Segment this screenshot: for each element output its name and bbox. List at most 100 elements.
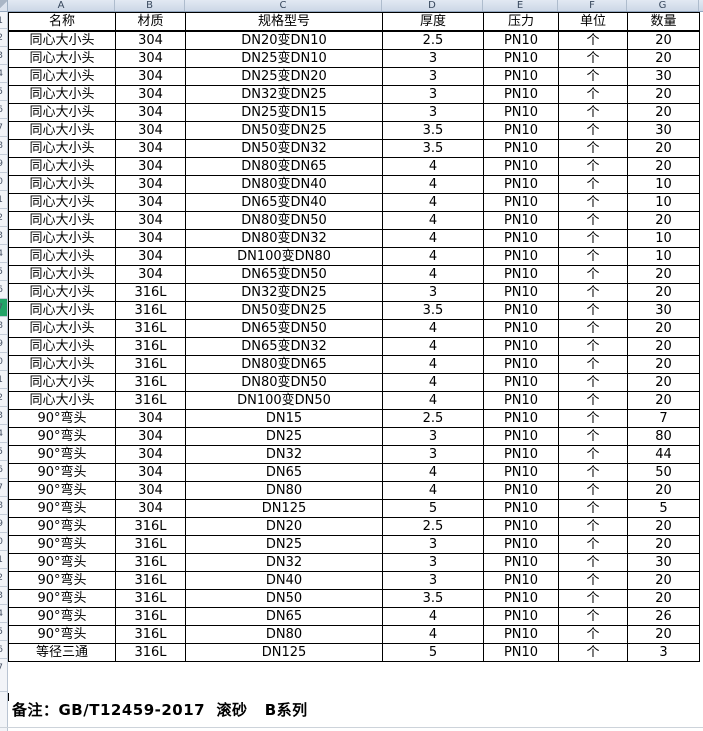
cell-D34[interactable]: 4 [382, 607, 484, 626]
cell-G3[interactable]: 20 [627, 49, 700, 68]
row-header-10[interactable]: 10 [0, 173, 7, 191]
cell-B18[interactable]: 316L [115, 319, 186, 338]
cell-C18[interactable]: DN65变DN50 [185, 319, 383, 338]
column-header-B[interactable]: B [115, 0, 185, 11]
cell-E19[interactable]: PN10 [483, 337, 559, 356]
cell-G19[interactable]: 20 [627, 337, 700, 356]
cell-G35[interactable]: 20 [627, 625, 700, 644]
cell-F17[interactable]: 个 [558, 301, 628, 320]
cell-G27[interactable]: 20 [627, 481, 700, 500]
cell-F4[interactable]: 个 [558, 67, 628, 86]
cell-E27[interactable]: PN10 [483, 481, 559, 500]
cell-B22[interactable]: 316L [115, 391, 186, 410]
cell-B28[interactable]: 304 [115, 499, 186, 518]
cell-C35[interactable]: DN80 [185, 625, 383, 644]
row-header-16[interactable]: 16 [0, 281, 7, 299]
cell-E25[interactable]: PN10 [483, 445, 559, 464]
cell-E4[interactable]: PN10 [483, 67, 559, 86]
cell-A14[interactable]: 同心大小头 [8, 247, 116, 266]
row-header-29[interactable]: 29 [0, 515, 7, 533]
cell-B20[interactable]: 316L [115, 355, 186, 374]
row-header-13[interactable]: 13 [0, 227, 7, 245]
cell-F31[interactable]: 个 [558, 553, 628, 572]
cell-G9[interactable]: 20 [627, 157, 700, 176]
cell-F13[interactable]: 个 [558, 229, 628, 248]
cell-A11[interactable]: 同心大小头 [8, 193, 116, 212]
cell-A4[interactable]: 同心大小头 [8, 67, 116, 86]
cell-E9[interactable]: PN10 [483, 157, 559, 176]
cell-B34[interactable]: 316L [115, 607, 186, 626]
cell-D3[interactable]: 3 [382, 49, 484, 68]
cell-B12[interactable]: 304 [115, 211, 186, 230]
cell-C12[interactable]: DN80变DN50 [185, 211, 383, 230]
cell-B13[interactable]: 304 [115, 229, 186, 248]
cell-A35[interactable]: 90°弯头 [8, 625, 116, 644]
cell-A36[interactable]: 等径三通 [8, 643, 116, 662]
row-header-33[interactable]: 33 [0, 587, 7, 605]
cell-B32[interactable]: 316L [115, 571, 186, 590]
cell-D24[interactable]: 3 [382, 427, 484, 446]
cell-C31[interactable]: DN32 [185, 553, 383, 572]
cell-D33[interactable]: 3.5 [382, 589, 484, 608]
cell-F29[interactable]: 个 [558, 517, 628, 536]
cell-F22[interactable]: 个 [558, 391, 628, 410]
row-header-26[interactable]: 26 [0, 461, 7, 479]
cell-B21[interactable]: 316L [115, 373, 186, 392]
cell-F28[interactable]: 个 [558, 499, 628, 518]
row-header-23[interactable]: 23 [0, 407, 7, 425]
cell-A31[interactable]: 90°弯头 [8, 553, 116, 572]
cell-B17[interactable]: 316L [115, 301, 186, 320]
cell-D18[interactable]: 4 [382, 319, 484, 338]
cell-G13[interactable]: 10 [627, 229, 700, 248]
cell-A29[interactable]: 90°弯头 [8, 517, 116, 536]
cell-A19[interactable]: 同心大小头 [8, 337, 116, 356]
cell-E36[interactable]: PN10 [483, 643, 559, 662]
cell-E31[interactable]: PN10 [483, 553, 559, 572]
row-header-18[interactable]: 18 [0, 317, 7, 335]
cell-C30[interactable]: DN25 [185, 535, 383, 554]
column-header-A[interactable]: A [8, 0, 115, 11]
cell-C21[interactable]: DN80变DN50 [185, 373, 383, 392]
cell-F23[interactable]: 个 [558, 409, 628, 428]
cell-C23[interactable]: DN15 [185, 409, 383, 428]
cell-F2[interactable]: 个 [558, 30, 628, 50]
cell-E16[interactable]: PN10 [483, 283, 559, 302]
cell-D28[interactable]: 5 [382, 499, 484, 518]
cell-A8[interactable]: 同心大小头 [8, 139, 116, 158]
cell-E35[interactable]: PN10 [483, 625, 559, 644]
row-header-2[interactable]: 2 [0, 29, 7, 47]
cell-E17[interactable]: PN10 [483, 301, 559, 320]
cell-B15[interactable]: 304 [115, 265, 186, 284]
row-header-7[interactable]: 7 [0, 119, 7, 137]
cell-A15[interactable]: 同心大小头 [8, 265, 116, 284]
cell-G26[interactable]: 50 [627, 463, 700, 482]
cell-F18[interactable]: 个 [558, 319, 628, 338]
cell-E2[interactable]: PN10 [483, 30, 559, 50]
cell-B31[interactable]: 316L [115, 553, 186, 572]
cell-F15[interactable]: 个 [558, 265, 628, 284]
cell-E33[interactable]: PN10 [483, 589, 559, 608]
cell-F34[interactable]: 个 [558, 607, 628, 626]
cell-A12[interactable]: 同心大小头 [8, 211, 116, 230]
cell-F7[interactable]: 个 [558, 121, 628, 140]
cell-A18[interactable]: 同心大小头 [8, 319, 116, 338]
cell-G18[interactable]: 20 [627, 319, 700, 338]
cell-A21[interactable]: 同心大小头 [8, 373, 116, 392]
row-header-4[interactable]: 4 [0, 65, 7, 83]
cell-D32[interactable]: 3 [382, 571, 484, 590]
cell-C25[interactable]: DN32 [185, 445, 383, 464]
row-header-24[interactable]: 24 [0, 425, 7, 443]
cell-G20[interactable]: 20 [627, 355, 700, 374]
cell-D17[interactable]: 3.5 [382, 301, 484, 320]
cell-B2[interactable]: 304 [115, 30, 186, 50]
cell-C19[interactable]: DN65变DN32 [185, 337, 383, 356]
cell-G34[interactable]: 26 [627, 607, 700, 626]
cell-D21[interactable]: 4 [382, 373, 484, 392]
cell-E29[interactable]: PN10 [483, 517, 559, 536]
cell-A6[interactable]: 同心大小头 [8, 103, 116, 122]
cell-G36[interactable]: 3 [627, 643, 700, 662]
cell-G5[interactable]: 20 [627, 85, 700, 104]
cell-D20[interactable]: 4 [382, 355, 484, 374]
cell-E7[interactable]: PN10 [483, 121, 559, 140]
cell-F6[interactable]: 个 [558, 103, 628, 122]
